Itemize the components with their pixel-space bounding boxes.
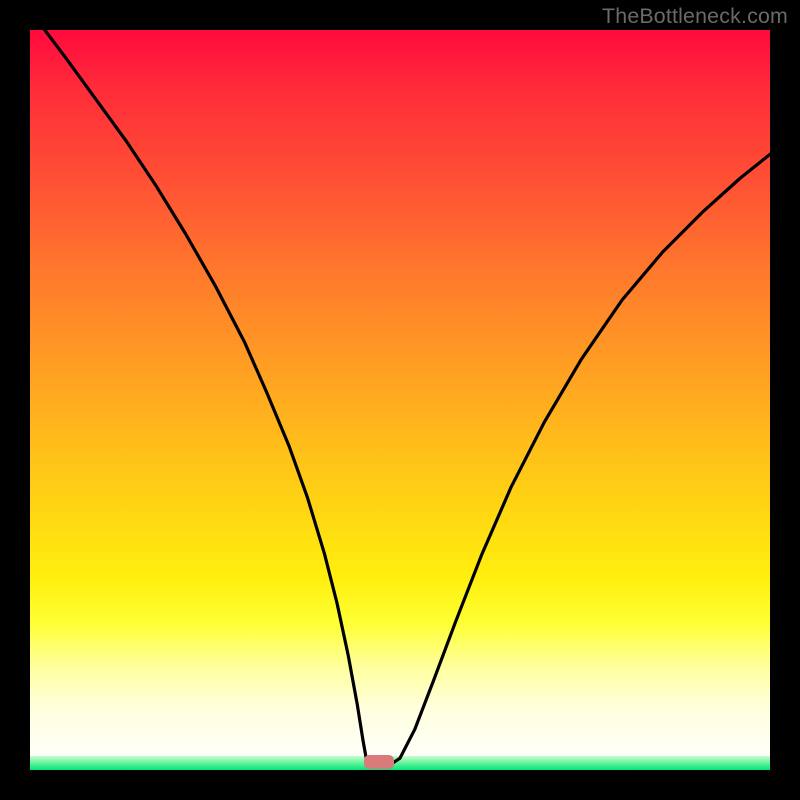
chart-canvas: TheBottleneck.com <box>0 0 800 800</box>
plot-area <box>30 30 770 770</box>
watermark-text: TheBottleneck.com <box>602 4 788 29</box>
bottleneck-curve <box>45 30 770 766</box>
minimum-marker <box>364 755 394 769</box>
curve-layer <box>30 30 770 770</box>
